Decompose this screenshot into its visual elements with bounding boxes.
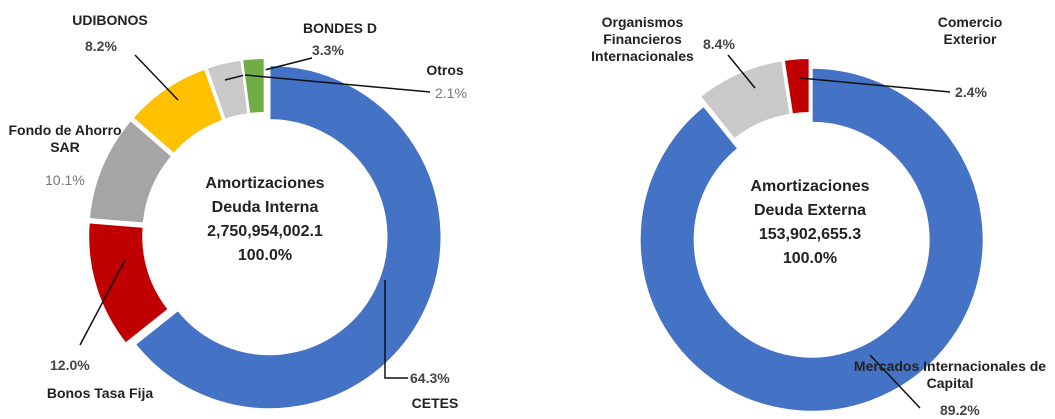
center-line: Amortizaciones	[205, 175, 325, 192]
leader-line	[384, 280, 408, 379]
value-label: 89.2%	[940, 402, 980, 418]
center-line: Deuda Interna	[211, 199, 319, 216]
center-line: 100.0%	[237, 247, 293, 264]
center-line: 153,902,655.3	[758, 226, 862, 243]
leader-line	[727, 54, 756, 89]
donut-slice	[638, 66, 985, 413]
donut-slice	[87, 221, 171, 345]
value-label: 2.1%	[435, 85, 467, 101]
slice-label: Bonos Tasa Fija	[46, 385, 154, 401]
value-label: 8.4%	[703, 36, 735, 52]
slice-label: Comercio Exterior	[937, 14, 1003, 47]
value-label: 12.0%	[50, 357, 90, 373]
donut-slice	[131, 67, 225, 156]
donut-slice	[87, 118, 174, 225]
slice-label: Otros	[426, 62, 464, 78]
donut-slice	[782, 57, 811, 116]
slice-label: Organismos Financieros Internacionales	[591, 14, 694, 64]
leader-line	[134, 54, 179, 101]
center-line: Deuda Externa	[753, 202, 867, 219]
center-text: Amortizaciones Deuda Externa 153,902,655.3…	[710, 175, 910, 271]
slice-label: CETES	[411, 395, 459, 411]
value-label: 8.2%	[85, 38, 117, 54]
value-label: 2.4%	[955, 84, 987, 100]
slice-label: BONDES D	[303, 20, 377, 36]
leader-line	[224, 57, 313, 81]
value-label: 64.3%	[410, 370, 450, 386]
center-line: 100.0%	[782, 250, 838, 267]
leader-line	[799, 77, 951, 93]
value-label: 3.3%	[312, 42, 344, 58]
donut-slice	[240, 57, 266, 116]
slice-label: Fondo de Ahorro SAR	[8, 122, 122, 155]
center-text: Amortizaciones Deuda Interna 2,750,954,002…	[165, 172, 365, 268]
center-line: 2,750,954,002.1	[207, 223, 323, 240]
leader-line	[79, 259, 126, 346]
leader-line	[244, 74, 431, 93]
donut-slice	[698, 59, 792, 141]
value-label: 10.1%	[45, 172, 85, 188]
slice-label: Mercados Internacionales de Capital	[853, 358, 1047, 391]
donut-slice	[133, 64, 443, 411]
center-line: Amortizaciones	[750, 178, 870, 195]
leader-line	[869, 354, 921, 409]
slice-label: UDIBONOS	[72, 12, 148, 28]
